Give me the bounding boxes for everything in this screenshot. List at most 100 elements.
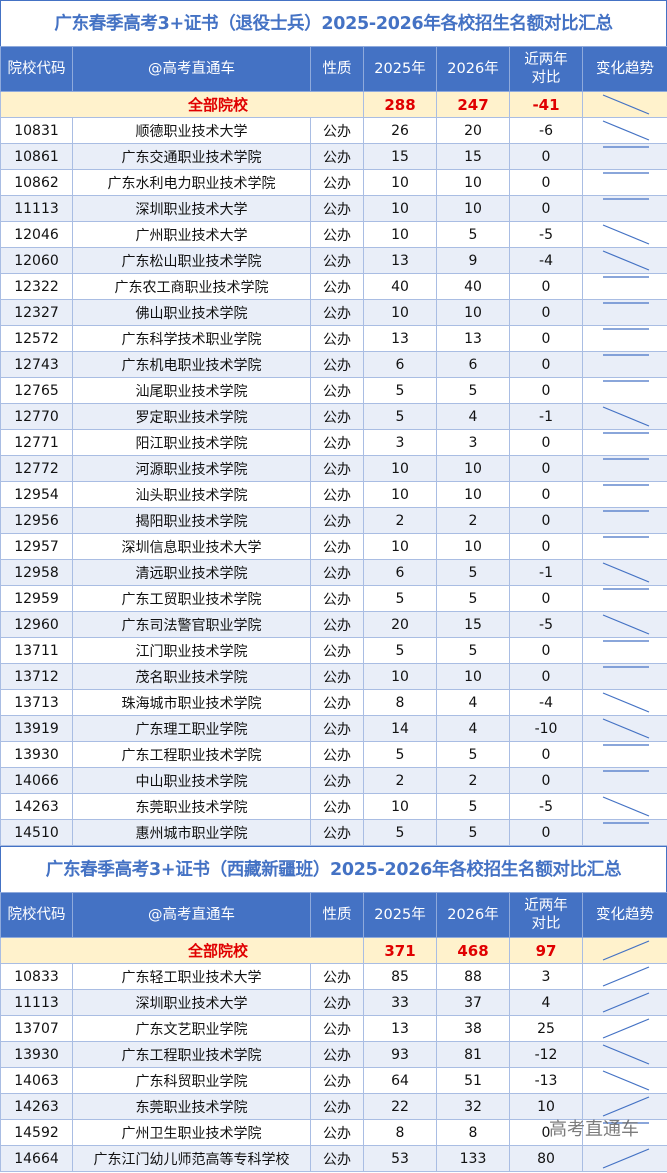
table-row: 12772 河源职业技术学院 公办 10 10 0	[0, 455, 667, 482]
enroll-diff: 10	[509, 1093, 583, 1120]
trend-line	[602, 1096, 650, 1117]
header-row: 院校代码 @高考直通车 性质 2025年 2026年 近两年对比 变化趋势	[0, 892, 667, 938]
school-type: 公办	[310, 1015, 364, 1042]
trend-cell	[582, 741, 667, 768]
enroll-2025: 64	[363, 1067, 437, 1094]
total-diff: 97	[509, 937, 583, 964]
trend-sparkline	[603, 1122, 649, 1124]
school-code: 12322	[0, 273, 73, 300]
trend-sparkline	[603, 510, 649, 512]
school-code: 13930	[0, 741, 73, 768]
enroll-2026: 10	[436, 533, 510, 560]
enroll-2026: 8	[436, 1119, 510, 1146]
enroll-2025: 53	[363, 1145, 437, 1172]
trend-cell	[582, 351, 667, 378]
trend-cell	[582, 221, 667, 248]
school-code: 14263	[0, 1093, 73, 1120]
school-code: 13713	[0, 689, 73, 716]
table-row: 12770 罗定职业技术学院 公办 5 4 -1	[0, 403, 667, 430]
trend-sparkline	[602, 120, 650, 141]
school-type: 公办	[310, 663, 364, 690]
trend-line	[602, 614, 650, 635]
trend-cell	[582, 1119, 667, 1146]
total-y2025: 371	[363, 937, 437, 964]
school-code: 12960	[0, 611, 73, 638]
enroll-diff: -5	[509, 793, 583, 820]
enroll-2025: 15	[363, 143, 437, 170]
enroll-2025: 13	[363, 247, 437, 274]
column-header: @高考直通车	[72, 892, 311, 938]
trend-sparkline	[603, 588, 649, 590]
total-y2026: 468	[436, 937, 510, 964]
school-code: 12046	[0, 221, 73, 248]
trend-cell	[582, 715, 667, 742]
school-name: 广东水利电力职业技术学院	[72, 169, 311, 196]
trend-sparkline	[602, 1044, 650, 1065]
enroll-2026: 20	[436, 117, 510, 144]
trend-sparkline	[603, 276, 649, 278]
trend-sparkline	[603, 640, 649, 642]
enroll-2025: 26	[363, 117, 437, 144]
school-type: 公办	[310, 299, 364, 326]
enroll-2026: 5	[436, 741, 510, 768]
enroll-2026: 3	[436, 429, 510, 456]
enroll-2026: 5	[436, 221, 510, 248]
trend-line	[602, 224, 650, 245]
school-name: 广东理工职业学院	[72, 715, 311, 742]
school-code: 12772	[0, 455, 73, 482]
school-type: 公办	[310, 741, 364, 768]
school-name: 东莞职业技术学院	[72, 793, 311, 820]
table-row: 13919 广东理工职业学院 公办 14 4 -10	[0, 715, 667, 742]
enroll-diff: 0	[509, 533, 583, 560]
trend-cell	[582, 585, 667, 612]
enroll-diff: 0	[509, 819, 583, 846]
school-type: 公办	[310, 481, 364, 508]
column-header: 2025年	[363, 46, 437, 92]
trend-cell	[582, 143, 667, 170]
trend-cell	[582, 1041, 667, 1068]
school-code: 14263	[0, 793, 73, 820]
enroll-diff: 0	[509, 377, 583, 404]
enroll-2026: 10	[436, 169, 510, 196]
trend-cell	[582, 247, 667, 274]
school-name: 广东司法警官职业学院	[72, 611, 311, 638]
school-name: 广东工贸职业技术学院	[72, 585, 311, 612]
column-header: 2025年	[363, 892, 437, 938]
enroll-2026: 5	[436, 819, 510, 846]
enroll-2025: 5	[363, 741, 437, 768]
enroll-2026: 10	[436, 195, 510, 222]
trend-sparkline	[602, 614, 650, 635]
trend-sparkline	[603, 354, 649, 356]
table-row: 10833 广东轻工职业技术大学 公办 85 88 3	[0, 963, 667, 990]
enroll-diff: 0	[509, 351, 583, 378]
enroll-diff: -5	[509, 611, 583, 638]
school-name: 揭阳职业技术学院	[72, 507, 311, 534]
trend-cell	[582, 299, 667, 326]
trend-cell	[582, 1067, 667, 1094]
section-title: 广东春季高考3+证书（退役士兵）2025-2026年各校招生名额对比汇总	[0, 0, 667, 46]
trend-cell	[582, 793, 667, 820]
school-type: 公办	[310, 377, 364, 404]
school-name: 深圳职业技术大学	[72, 989, 311, 1016]
school-type: 公办	[310, 195, 364, 222]
table-row: 10861 广东交通职业技术学院 公办 15 15 0	[0, 143, 667, 170]
column-header: 2026年	[436, 46, 510, 92]
table-row: 12743 广东机电职业技术学院 公办 6 6 0	[0, 351, 667, 378]
enroll-2026: 10	[436, 299, 510, 326]
trend-sparkline	[603, 302, 649, 304]
enroll-2026: 37	[436, 989, 510, 1016]
trend-sparkline	[603, 198, 649, 200]
trend-sparkline	[603, 172, 649, 174]
table-row: 12959 广东工贸职业技术学院 公办 5 5 0	[0, 585, 667, 612]
summary-table: 院校代码 @高考直通车 性质 2025年 2026年 近两年对比 变化趋势 全部院校 371 46…	[0, 892, 667, 1172]
trend-cell	[582, 937, 667, 964]
school-name: 汕头职业技术学院	[72, 481, 311, 508]
enroll-2026: 9	[436, 247, 510, 274]
school-type: 公办	[310, 351, 364, 378]
trend-sparkline	[602, 1096, 650, 1117]
column-header: 院校代码	[0, 46, 73, 92]
total-row: 全部院校 371 468 97	[0, 937, 667, 964]
school-name: 河源职业技术学院	[72, 455, 311, 482]
school-name: 广东文艺职业学院	[72, 1015, 311, 1042]
enroll-2025: 85	[363, 963, 437, 990]
